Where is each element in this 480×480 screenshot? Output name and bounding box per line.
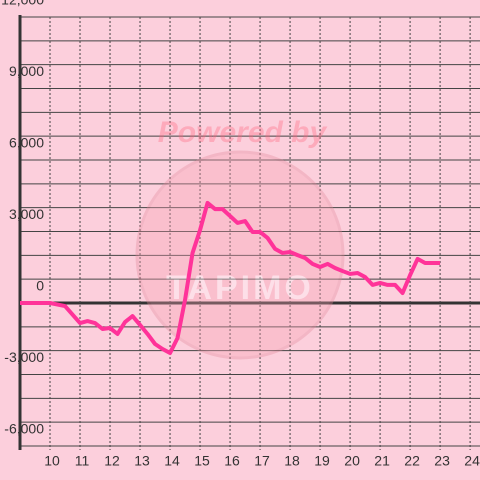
grid: [20, 16, 480, 450]
y-tick-label: 0: [36, 278, 44, 294]
x-tick-label: 19: [314, 453, 330, 469]
x-tick-label: 13: [134, 453, 150, 469]
watermark-text: Powered by: [158, 116, 328, 149]
y-tick-label: 6,000: [9, 135, 44, 151]
x-tick-label: 16: [224, 453, 240, 469]
plot: -6,000 -3,000 0 3,000 6,000 9,000 12,000 10 11 12…: [1, 0, 480, 469]
y-tick-label: 12,000: [1, 0, 44, 8]
x-tick-label: 23: [434, 453, 450, 469]
data-line: [20, 200, 441, 356]
x-tick-label: 20: [344, 453, 360, 469]
watermark-circle: [135, 150, 345, 360]
x-tick-label: 10: [44, 453, 60, 469]
y-tick-label: 3,000: [9, 206, 44, 222]
y-tick-label: -6,000: [4, 421, 44, 437]
x-tick-label: 17: [254, 453, 270, 469]
x-tick-label: 11: [75, 453, 90, 469]
x-tick-label: 18: [284, 453, 300, 469]
watermark: Powered by TAPIMO: [135, 116, 345, 360]
y-tick-label: 9,000: [9, 63, 44, 79]
x-tick-label: 15: [194, 453, 210, 469]
x-tick-label: 14: [164, 453, 180, 469]
y-tick-label: -3,000: [4, 349, 44, 365]
x-tick-label: 24: [464, 453, 480, 469]
x-tick-label: 21: [374, 453, 390, 469]
x-tick-label: 12: [104, 453, 120, 469]
x-tick-label: 22: [404, 453, 420, 469]
